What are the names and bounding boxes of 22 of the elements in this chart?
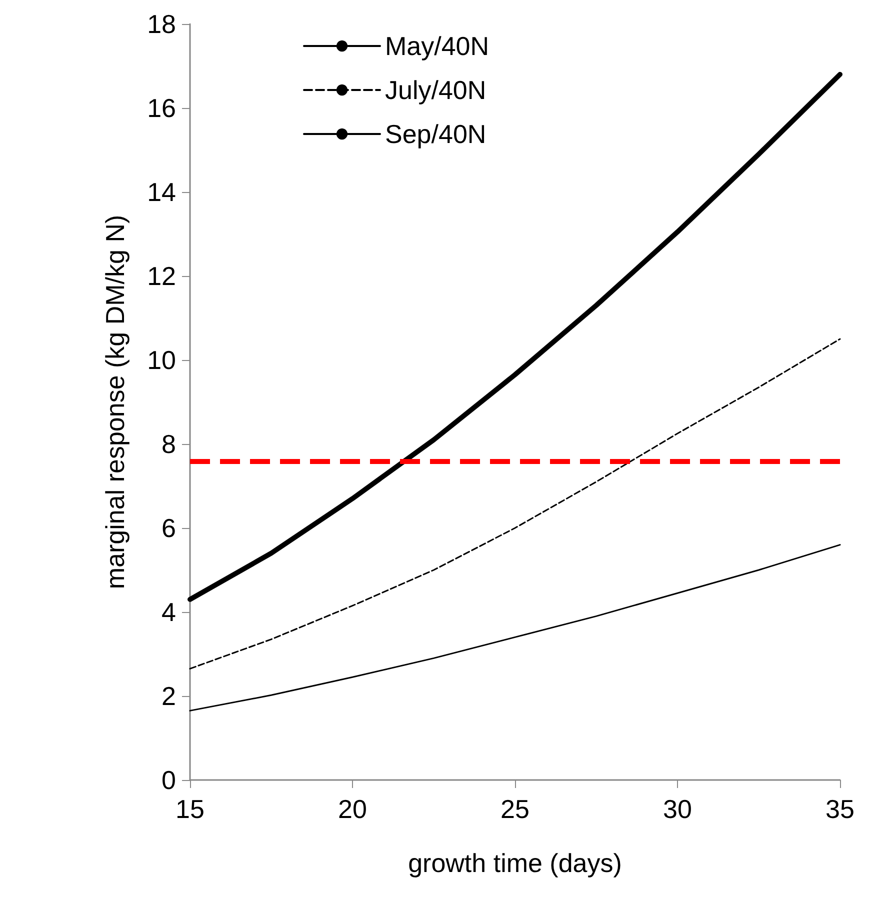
y-tick-label: 14 (147, 177, 176, 207)
x-tick-label: 35 (826, 794, 854, 824)
x-tick-label: 25 (500, 794, 530, 824)
x-axis-title: growth time (days) (408, 848, 622, 878)
y-tick-label: 10 (147, 345, 176, 375)
y-tick-label: 2 (162, 681, 176, 711)
y-axis-title: marginal response (kg DM/kg N) (100, 214, 130, 590)
y-tick-label: 18 (147, 9, 176, 39)
x-tick-label: 20 (338, 794, 367, 824)
y-tick-label: 16 (147, 93, 176, 123)
x-tick-label: 30 (663, 794, 692, 824)
y-tick-label: 12 (147, 261, 176, 291)
legend-label: May/40N (385, 31, 490, 61)
y-tick-label: 6 (162, 513, 176, 543)
line-series (189, 338, 841, 670)
y-tick-label: 8 (162, 429, 176, 459)
legend-label: Sep/40N (385, 119, 486, 149)
y-tick-label: 0 (162, 765, 176, 795)
line-series (189, 544, 841, 712)
x-tick-label: 15 (176, 794, 204, 824)
y-tick-label: 4 (162, 597, 176, 627)
legend-label: July/40N (385, 75, 486, 105)
